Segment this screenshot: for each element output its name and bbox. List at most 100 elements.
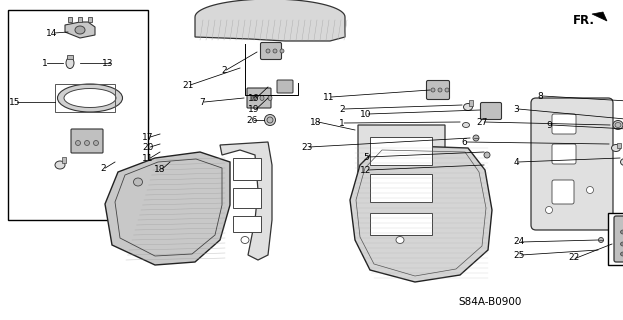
Ellipse shape: [613, 121, 623, 130]
FancyBboxPatch shape: [552, 114, 576, 134]
Ellipse shape: [66, 58, 74, 68]
Text: 27: 27: [477, 117, 488, 126]
Ellipse shape: [260, 95, 264, 100]
Bar: [617, 143, 621, 148]
Ellipse shape: [133, 178, 143, 186]
Ellipse shape: [621, 252, 623, 256]
Polygon shape: [358, 125, 445, 250]
FancyBboxPatch shape: [614, 216, 623, 262]
Ellipse shape: [621, 242, 623, 246]
Bar: [233, 158, 261, 180]
Ellipse shape: [396, 236, 404, 244]
Bar: [88, 17, 92, 22]
Text: 11: 11: [142, 154, 154, 163]
Bar: [233, 188, 261, 208]
Bar: [67, 55, 73, 59]
Bar: [68, 17, 72, 22]
Text: 26: 26: [246, 116, 258, 124]
Ellipse shape: [241, 236, 249, 244]
Text: 21: 21: [183, 81, 194, 90]
Ellipse shape: [57, 84, 123, 112]
Ellipse shape: [431, 88, 435, 92]
Text: 11: 11: [323, 92, 335, 101]
Ellipse shape: [462, 123, 470, 127]
Ellipse shape: [75, 140, 80, 146]
FancyBboxPatch shape: [277, 80, 293, 93]
Ellipse shape: [85, 140, 90, 146]
Ellipse shape: [268, 95, 272, 100]
Text: 2: 2: [221, 66, 227, 75]
Ellipse shape: [464, 103, 472, 110]
Bar: [370, 174, 432, 202]
FancyBboxPatch shape: [480, 102, 502, 119]
Ellipse shape: [55, 161, 65, 169]
Bar: [78, 17, 82, 22]
FancyBboxPatch shape: [260, 43, 282, 60]
Text: 20: 20: [142, 142, 154, 151]
Ellipse shape: [599, 237, 604, 243]
Text: 14: 14: [46, 28, 58, 37]
Ellipse shape: [612, 145, 621, 151]
Ellipse shape: [615, 123, 621, 127]
Bar: [370, 213, 432, 235]
Text: 4: 4: [513, 157, 519, 166]
Text: 1: 1: [339, 118, 345, 127]
Ellipse shape: [586, 187, 594, 194]
Ellipse shape: [75, 26, 85, 34]
Text: S84A-B0900: S84A-B0900: [459, 297, 521, 307]
FancyBboxPatch shape: [552, 144, 576, 164]
Text: 10: 10: [360, 109, 372, 118]
Text: 6: 6: [461, 138, 467, 147]
FancyBboxPatch shape: [71, 129, 103, 153]
Text: 13: 13: [102, 59, 114, 68]
Polygon shape: [220, 142, 272, 260]
FancyBboxPatch shape: [427, 81, 450, 100]
Text: 3: 3: [513, 105, 519, 114]
Ellipse shape: [280, 49, 284, 53]
Text: 17: 17: [142, 132, 154, 141]
FancyBboxPatch shape: [247, 88, 271, 108]
Text: 12: 12: [360, 165, 372, 174]
Ellipse shape: [438, 88, 442, 92]
Bar: [8, 10, 148, 220]
Text: 2: 2: [339, 105, 345, 114]
Text: 7: 7: [199, 98, 205, 107]
Text: 8: 8: [537, 92, 543, 100]
Text: 16: 16: [248, 93, 260, 102]
Text: 22: 22: [568, 253, 579, 262]
Ellipse shape: [266, 49, 270, 53]
Text: 2: 2: [100, 164, 106, 172]
Bar: [233, 216, 261, 232]
Ellipse shape: [267, 117, 273, 123]
Polygon shape: [592, 12, 607, 21]
Ellipse shape: [273, 49, 277, 53]
Ellipse shape: [621, 230, 623, 234]
Text: 5: 5: [363, 153, 369, 162]
Ellipse shape: [265, 115, 275, 125]
Ellipse shape: [621, 158, 623, 165]
Ellipse shape: [252, 95, 256, 100]
Ellipse shape: [64, 89, 116, 108]
Text: 24: 24: [513, 237, 525, 246]
Text: 19: 19: [248, 105, 260, 114]
Text: 9: 9: [546, 121, 552, 130]
Text: 18: 18: [310, 117, 321, 126]
Text: 1: 1: [42, 59, 48, 68]
Text: 23: 23: [302, 142, 313, 151]
Polygon shape: [350, 145, 492, 282]
Text: 18: 18: [155, 164, 166, 173]
Bar: [370, 137, 432, 165]
Bar: [608, 213, 623, 265]
Polygon shape: [105, 152, 230, 265]
Polygon shape: [65, 22, 95, 38]
FancyBboxPatch shape: [552, 180, 574, 204]
Bar: [469, 100, 473, 106]
Ellipse shape: [484, 152, 490, 158]
Ellipse shape: [445, 88, 449, 92]
Ellipse shape: [93, 140, 98, 146]
Bar: [62, 157, 66, 163]
Ellipse shape: [473, 135, 479, 141]
Text: 25: 25: [513, 251, 525, 260]
Text: FR.: FR.: [573, 13, 595, 27]
Bar: [55, 84, 115, 112]
